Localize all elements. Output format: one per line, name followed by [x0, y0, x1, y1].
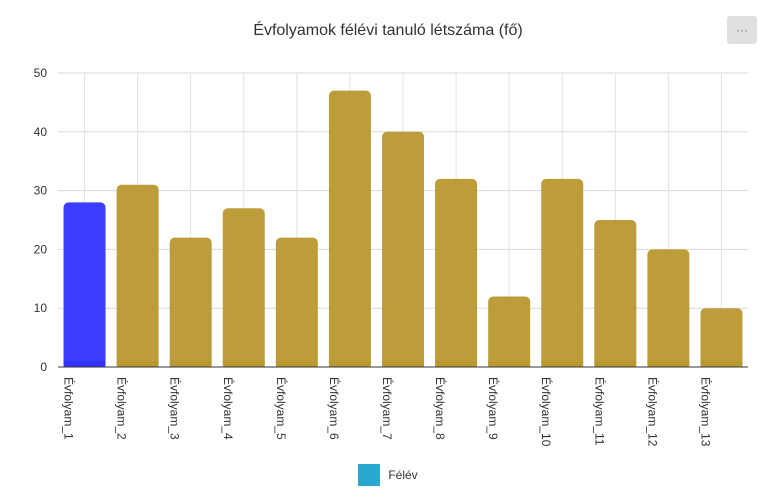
x-tick-label: Évfolyam_3: [168, 377, 183, 440]
y-tick-label: 30: [34, 184, 48, 198]
chart-title: Évfolyamok félévi tanuló létszáma (fő): [253, 22, 523, 39]
bar-base: [488, 361, 531, 367]
bar-base: [700, 361, 743, 367]
x-tick-label: Évfolyam_7: [380, 377, 395, 440]
bar-base: [222, 361, 265, 367]
x-tick-label: Évfolyam_12: [645, 377, 660, 447]
bar-chart: 0 10 20 30 40 50 Évfolyam_1 Évfolyam_2 Évfolyam_…: [34, 66, 748, 447]
bar[interactable]: [328, 90, 371, 367]
x-tick-label: Évfolyam_5: [274, 377, 289, 440]
bar[interactable]: [63, 202, 106, 367]
bar[interactable]: [488, 296, 531, 367]
x-tick-label: Évfolyam_1: [62, 377, 77, 440]
y-tick-label: 40: [34, 125, 48, 139]
bar[interactable]: [700, 308, 743, 367]
bar-base: [116, 361, 159, 367]
x-tick-label: Évfolyam_6: [327, 377, 342, 440]
bar[interactable]: [382, 131, 424, 367]
x-tick-label: Évfolyam_2: [115, 377, 130, 440]
bar-base: [382, 361, 424, 367]
y-tick-label: 20: [34, 242, 48, 256]
bar-base: [541, 361, 584, 367]
bar-base: [435, 361, 478, 367]
bar-base: [647, 361, 690, 367]
y-tick-label: 10: [34, 301, 48, 315]
bar-base: [63, 361, 106, 367]
bar-base: [275, 361, 318, 367]
bar[interactable]: [275, 237, 318, 367]
legend-label: Félév: [388, 468, 418, 482]
x-tick-label: Évfolyam_13: [698, 377, 713, 447]
y-tick-label: 50: [34, 66, 48, 80]
bar[interactable]: [116, 184, 159, 367]
bar[interactable]: [222, 208, 265, 367]
bar-base: [594, 361, 637, 367]
x-tick-label: Évfolyam_11: [592, 377, 607, 446]
legend-swatch: [358, 464, 381, 486]
y-tick-label: 0: [40, 360, 47, 374]
bar[interactable]: [647, 249, 690, 367]
legend[interactable]: Félév: [0, 464, 776, 486]
chart-menu-button[interactable]: ···: [727, 16, 757, 44]
bar-base: [328, 361, 371, 367]
x-tick-label: Évfolyam_9: [486, 377, 501, 440]
x-tick-label: Évfolyam_8: [433, 377, 448, 440]
bar[interactable]: [169, 237, 212, 367]
bar[interactable]: [435, 178, 478, 367]
x-tick-label: Évfolyam_10: [539, 377, 554, 447]
bar[interactable]: [541, 178, 584, 367]
x-tick-label: Évfolyam_4: [221, 377, 236, 440]
bar[interactable]: [594, 220, 637, 367]
bar-base: [169, 361, 212, 367]
